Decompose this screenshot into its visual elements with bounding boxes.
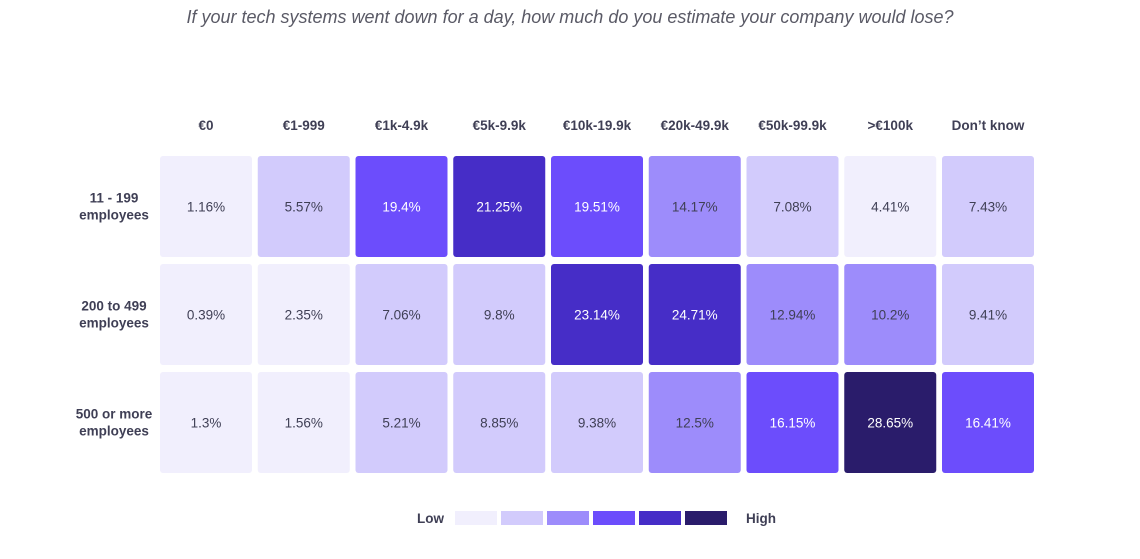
column-header: €10k-19.9k xyxy=(563,118,632,133)
row-label: 500 or more employees xyxy=(76,407,153,439)
cell-value-label: 7.08% xyxy=(773,200,811,215)
cell-value-label: 1.16% xyxy=(187,200,225,215)
heatmap-cell xyxy=(257,372,350,473)
heatmap-cell xyxy=(257,156,350,257)
heatmap-cell xyxy=(648,372,741,473)
chart-title: If your tech systems went down for a day… xyxy=(186,7,954,27)
heatmap-cell xyxy=(648,156,741,257)
row-label-line: employees xyxy=(79,208,149,223)
cell-value-label: 24.71% xyxy=(672,308,718,323)
cell-value-label: 9.8% xyxy=(484,308,515,323)
cell-value-label: 5.21% xyxy=(382,416,420,431)
legend-swatch xyxy=(593,511,635,525)
heatmap-cell xyxy=(160,372,252,473)
column-header: >€100k xyxy=(868,118,914,133)
cell-value-label: 16.15% xyxy=(770,416,816,431)
heatmap-cell xyxy=(551,156,643,257)
heatmap-cell xyxy=(648,264,741,365)
column-header: Don’t know xyxy=(952,118,1025,133)
cell-value-label: 7.06% xyxy=(382,308,420,323)
legend-swatch xyxy=(455,511,497,525)
column-header: €0 xyxy=(198,118,213,133)
legend-swatch xyxy=(547,511,589,525)
heatmap-cell xyxy=(453,372,546,473)
heatmap-cell xyxy=(942,372,1034,473)
legend-swatch xyxy=(639,511,681,525)
cell-value-label: 19.4% xyxy=(382,200,420,215)
legend-high-label: High xyxy=(746,511,776,526)
heatmap-cell xyxy=(746,264,839,365)
heatmap-cell xyxy=(844,264,937,365)
cell-value-label: 8.85% xyxy=(480,416,518,431)
cell-value-label: 7.43% xyxy=(969,200,1007,215)
heatmap-cell xyxy=(160,264,252,365)
heatmap-cell xyxy=(844,372,937,473)
column-header: €5k-9.9k xyxy=(473,118,527,133)
cell-value-label: 2.35% xyxy=(285,308,323,323)
cell-value-label: 28.65% xyxy=(867,416,913,431)
cell-value-label: 12.5% xyxy=(676,416,714,431)
heatmap-cell xyxy=(844,156,937,257)
heatmap-cell xyxy=(746,156,839,257)
heatmap-cell xyxy=(355,372,448,473)
legend-low-label: Low xyxy=(417,511,444,526)
heatmap-cell xyxy=(355,156,448,257)
legend-swatch xyxy=(685,511,727,525)
column-header: €50k-99.9k xyxy=(758,118,827,133)
cell-value-label: 9.38% xyxy=(578,416,616,431)
legend-swatch xyxy=(501,511,543,525)
row-label-line: 11 - 199 xyxy=(90,191,139,206)
cell-value-label: 4.41% xyxy=(871,200,909,215)
cell-value-label: 16.41% xyxy=(965,416,1011,431)
heatmap-cell xyxy=(453,156,546,257)
cell-value-label: 23.14% xyxy=(574,308,620,323)
cell-value-label: 10.2% xyxy=(871,308,909,323)
heatmap-cell xyxy=(160,156,252,257)
column-header: €20k-49.9k xyxy=(661,118,730,133)
cell-value-label: 19.51% xyxy=(574,200,620,215)
heatmap-cell xyxy=(942,264,1034,365)
heatmap-cell xyxy=(942,156,1034,257)
heatmap-cell xyxy=(746,372,839,473)
cell-value-label: 21.25% xyxy=(476,200,522,215)
cell-value-label: 14.17% xyxy=(672,200,718,215)
cell-value-label: 0.39% xyxy=(187,308,225,323)
column-header: €1-999 xyxy=(283,118,325,133)
cell-value-label: 12.94% xyxy=(770,308,816,323)
cell-value-label: 1.3% xyxy=(191,416,222,431)
heatmap-cell xyxy=(355,264,448,365)
heatmap-cell xyxy=(551,264,643,365)
row-label-line: employees xyxy=(79,316,149,331)
row-label-line: employees xyxy=(79,424,149,439)
row-label: 11 - 199 employees xyxy=(79,191,149,223)
cell-value-label: 1.56% xyxy=(285,416,323,431)
row-label-line: 200 to 499 xyxy=(81,299,146,314)
heatmap-cell xyxy=(551,372,643,473)
column-header: €1k-4.9k xyxy=(375,118,429,133)
cell-value-label: 9.41% xyxy=(969,308,1007,323)
row-label-line: 500 or more xyxy=(76,407,153,422)
heatmap-cell xyxy=(257,264,350,365)
row-label: 200 to 499 employees xyxy=(79,299,149,331)
cell-value-label: 5.57% xyxy=(285,200,323,215)
heatmap-cell xyxy=(453,264,546,365)
